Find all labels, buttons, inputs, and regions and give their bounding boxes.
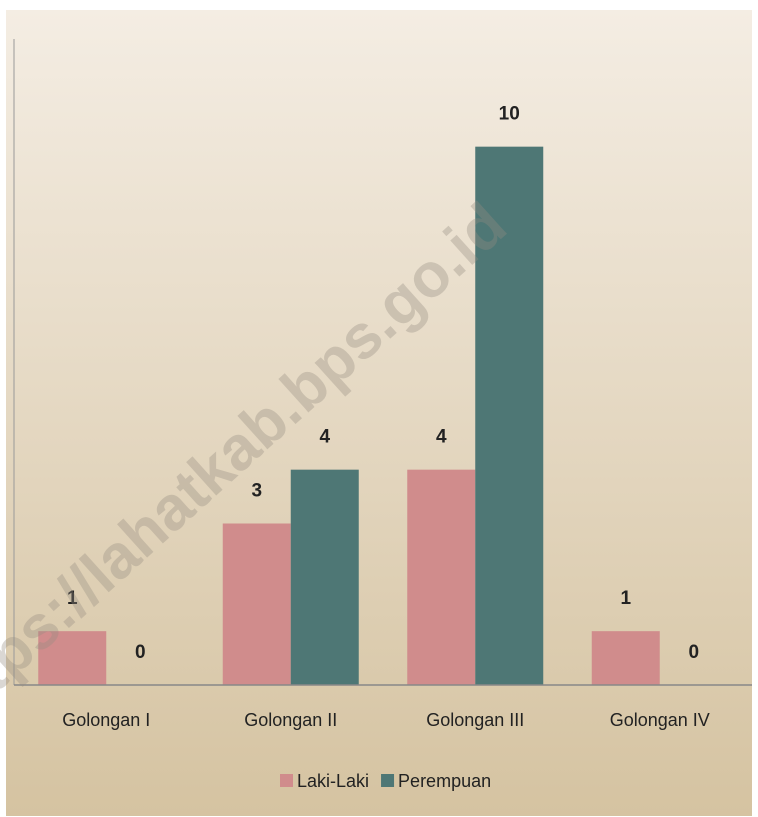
bar	[38, 631, 107, 685]
bar	[591, 631, 660, 685]
bar	[222, 523, 291, 685]
x-tick-label: Golongan II	[244, 710, 337, 730]
data-label: 0	[135, 642, 146, 663]
bar	[475, 146, 544, 685]
data-label: 4	[319, 427, 330, 448]
x-tick-label: Golongan III	[426, 710, 524, 730]
data-label: 10	[499, 104, 520, 125]
data-label: 1	[67, 588, 78, 609]
data-label: 4	[436, 427, 447, 448]
legend-swatch	[381, 774, 395, 787]
x-tick-label: Golongan IV	[610, 710, 710, 730]
x-tick-label: Golongan I	[62, 710, 150, 730]
data-label: 3	[251, 481, 262, 502]
data-label: 1	[620, 588, 631, 609]
legend-label: Laki-Laki	[297, 771, 369, 791]
legend-label: Perempuan	[398, 771, 491, 791]
data-label: 0	[688, 642, 699, 663]
bar	[407, 469, 476, 685]
legend-swatch	[280, 774, 293, 787]
bar	[290, 469, 359, 685]
chart-background	[6, 10, 752, 816]
